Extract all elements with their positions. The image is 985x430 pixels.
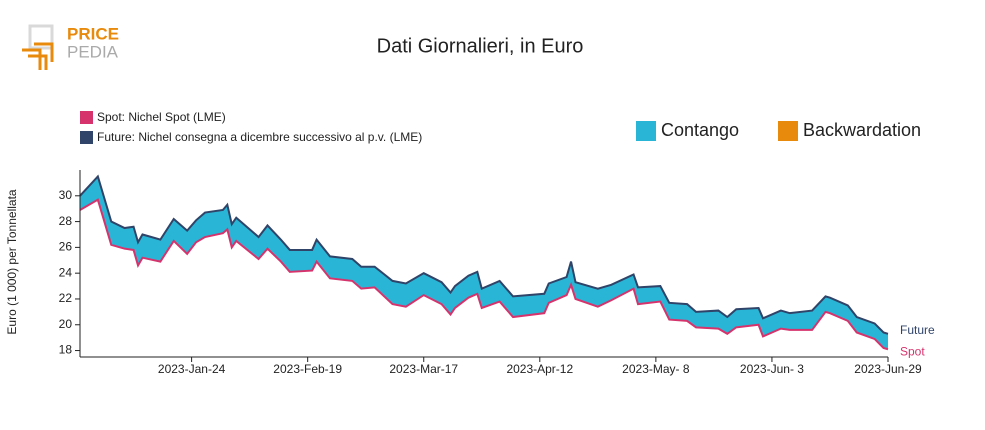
y-axis-label: Euro (1 000) per Tonnellata (5, 189, 19, 335)
logo-text: PRICE (67, 24, 119, 43)
y-tick-label: 24 (59, 265, 73, 279)
contango-area (80, 176, 888, 350)
legend-swatch (778, 121, 798, 141)
y-tick-label: 22 (59, 291, 73, 305)
y-tick-label: 18 (59, 343, 73, 357)
legend-label: Contango (661, 120, 739, 140)
logo-text: PEDIA (67, 42, 119, 61)
x-tick-label: 2023-Jan-24 (158, 362, 226, 376)
legend-label: Backwardation (803, 120, 921, 140)
y-tick-label: 20 (59, 317, 73, 331)
x-tick-label: 2023-May- 8 (622, 362, 690, 376)
y-tick-label: 28 (59, 214, 73, 228)
x-tick-label: 2023-Apr-12 (506, 362, 573, 376)
legend-swatch (80, 131, 93, 144)
logo: PRICE PEDIA (22, 24, 119, 70)
x-tick-label: 2023-Feb-19 (273, 362, 342, 376)
legend-label: Spot: Nichel Spot (LME) (97, 110, 226, 124)
logo-mark (28, 24, 54, 50)
series-line (79, 174, 889, 335)
chart-title: Dati Giornalieri, in Euro (377, 35, 584, 57)
y-tick-label: 26 (59, 240, 73, 254)
legend-label: Future: Nichel consegna a dicembre succe… (97, 130, 422, 144)
logo-mark (22, 42, 54, 70)
x-tick-label: 2023-Mar-17 (389, 362, 458, 376)
y-tick-label: 30 (59, 188, 73, 202)
x-tick-label: 2023-Jun- 3 (740, 362, 804, 376)
x-tick-label: 2023-Jun-29 (854, 362, 922, 376)
legend-swatch (80, 111, 93, 124)
series-end-label: Spot (900, 344, 925, 358)
legend-swatch (636, 121, 656, 141)
series-end-label: Future (900, 323, 935, 337)
series-line (79, 198, 889, 351)
